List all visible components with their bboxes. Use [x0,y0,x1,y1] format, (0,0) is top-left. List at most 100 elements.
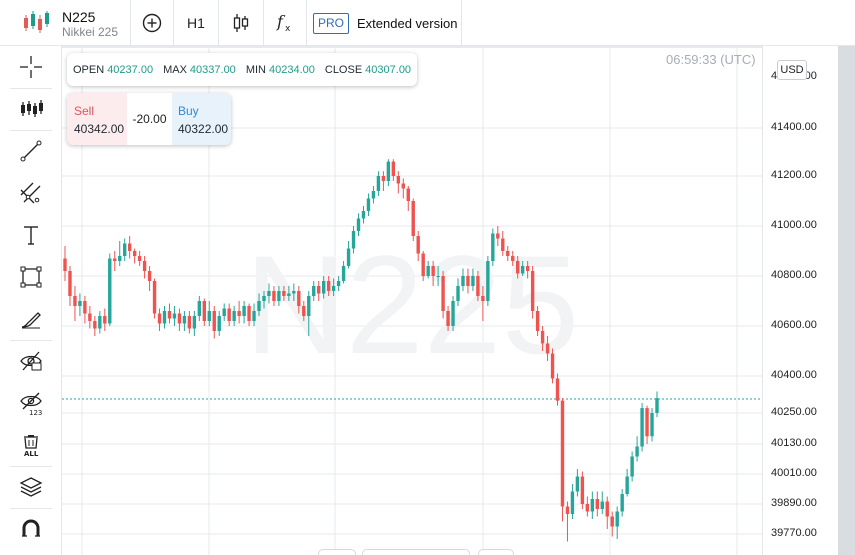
candle-down [421,253,425,276]
candle-up [590,499,595,512]
candle-up [262,296,266,301]
candle-down [446,311,450,326]
symbol-selector[interactable]: N225 Nikkei 225 [62,9,118,39]
hide-drawings-icon [20,351,42,371]
candle-down [466,276,470,286]
candle-down [113,258,117,261]
candle-up [312,286,316,296]
scroll-handle[interactable] [478,549,514,555]
candle-up [78,301,82,306]
drawing-toolbar: 123 ALL [0,46,62,555]
candle-down [525,266,530,271]
scroll-handle[interactable] [318,549,356,555]
candle-down [83,301,87,314]
layers-icon [19,477,43,497]
candle-up [287,293,291,296]
spread-value: -20.00 [132,112,167,126]
candle-down [516,261,520,274]
y-tick-label: 39890.00 [771,497,817,509]
ohlc-panel: OPEN 40237.00 MAX 40337.00 MIN 40234.00 CLO… [67,53,418,86]
y-tick-label: 40010.00 [771,467,817,479]
candle-down [68,271,72,296]
candle-up [620,494,624,512]
open-label: OPEN [73,63,105,76]
candle-down [645,408,649,437]
candle-up [217,316,221,331]
layers-tool[interactable] [0,466,62,508]
candle-down [302,306,306,316]
scroll-handle[interactable] [362,549,470,555]
candle-down [326,281,331,291]
rectangle-icon [20,266,42,288]
text-tool[interactable] [0,214,62,256]
candle-down [73,296,77,306]
currency-button[interactable]: USD [777,60,807,80]
symbol-name: N225 [62,9,96,25]
sell-button[interactable]: Sell 40342.00 [67,93,127,145]
indicators-tool[interactable] [0,88,62,130]
candle-up [356,218,361,231]
candle-down [132,251,137,256]
candle-down [152,281,157,314]
compare-button[interactable] [131,0,173,46]
candle-down [476,276,480,296]
candle-down [103,316,107,324]
candle-up [570,491,575,514]
candle-up [257,301,261,311]
delete-all-tool[interactable]: ALL [0,424,62,466]
candle-down [481,296,485,301]
candle-up [491,233,495,261]
y-tick-label: 40400.00 [771,369,817,381]
sell-label: Sell [74,104,95,118]
divider [10,130,52,131]
candle-up [232,311,236,321]
candle-down [610,516,614,527]
crosshair-tool[interactable] [0,46,62,88]
y-tick-label: 41000.00 [771,219,817,231]
candle-down [167,311,172,319]
candle-down [157,313,162,324]
extended-version-link[interactable]: PRO Extended version [313,0,458,46]
chart-type-button[interactable] [219,0,263,46]
candle-down [496,233,500,239]
candle-up [486,261,490,301]
candle-up [366,198,371,211]
candle-down [595,499,600,509]
hide-drawings-tool[interactable] [0,340,62,382]
candle-down [501,238,505,251]
candle-up [575,476,580,492]
candle-down [237,311,241,316]
y-tick-label: 40600.00 [771,319,817,331]
candles-logo-icon [24,11,49,33]
candle-up [640,408,644,447]
server-clock: 06:59:33 (UTC) [666,52,756,67]
candle-up [650,413,654,437]
rectangle-tool[interactable] [0,256,62,298]
candle-down [585,504,590,512]
timeframe-button[interactable]: H1 [187,15,205,31]
fib-tool[interactable] [0,172,62,214]
candle-up [351,231,356,249]
trend-line-icon [20,140,42,162]
candle-up [192,316,197,329]
hide-indicators-icon: 123 [20,392,42,416]
extended-version-label: Extended version [357,15,458,31]
brush-icon [21,312,41,329]
candle-down [545,343,550,354]
price-axis[interactable] [762,46,838,555]
watermark: N225 [245,226,580,383]
candle-down [63,258,67,271]
trend-line-tool[interactable] [0,130,62,172]
candle-up [436,276,440,277]
chart-canvas[interactable]: N225 [62,46,762,555]
magnet-tool[interactable] [0,508,62,550]
candle-down [381,176,386,181]
candle-up [292,291,296,294]
hide-indicators-tool[interactable]: 123 [0,382,62,424]
candle-down [247,306,251,321]
candle-up [122,243,127,256]
brush-tool[interactable] [0,298,62,340]
divider [461,0,462,46]
buy-button[interactable]: Buy 40322.00 [172,93,231,145]
